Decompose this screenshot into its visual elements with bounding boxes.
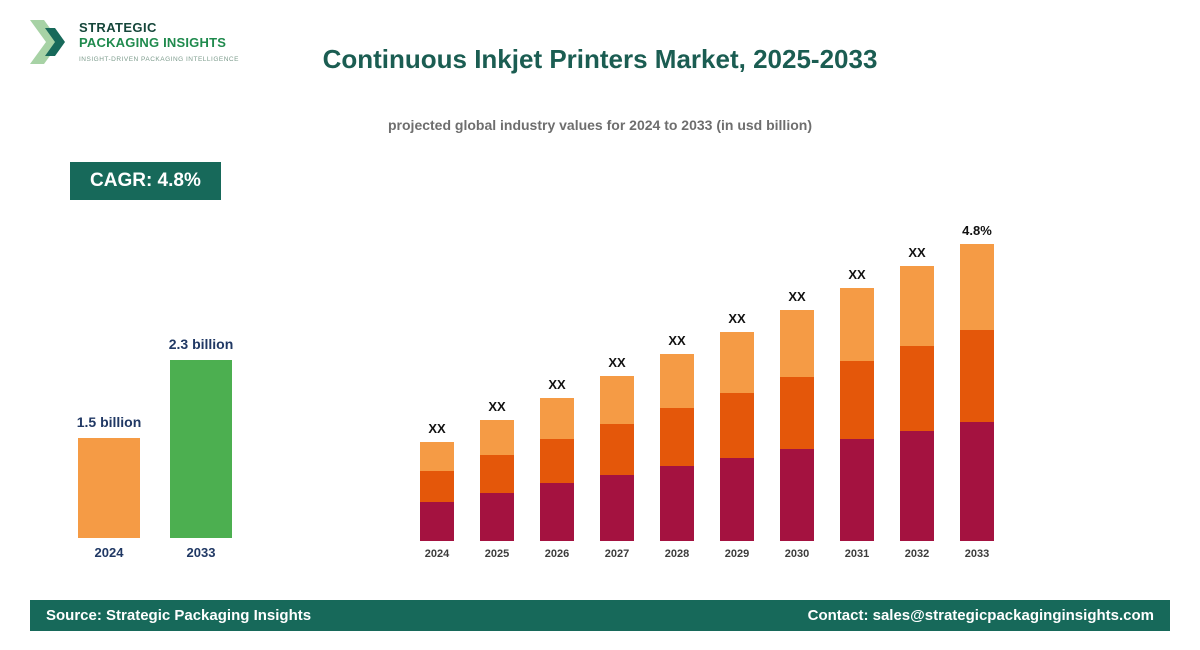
bar-segment-bottom (780, 449, 814, 541)
stacked-bar-column: XX 2028 (660, 333, 694, 560)
bar-segment-bottom (900, 431, 934, 541)
bar-segment-middle (840, 361, 874, 439)
bar-annotation: XX (428, 421, 446, 436)
page-title: Continuous Inkjet Printers Market, 2025-… (322, 44, 878, 74)
stacked-bar-column: XX 2025 (480, 399, 514, 560)
stacked-bar-column: XX 2024 (420, 421, 454, 560)
bar-annotation: 4.8% (962, 223, 992, 238)
bar-year-label: 2030 (784, 548, 810, 560)
mini-value-label: 1.5 billion (76, 414, 142, 430)
footer-contact: Contact: sales@strategicpackaginginsight… (807, 607, 1154, 624)
bar-year-label: 2032 (904, 548, 930, 560)
bar-annotation: XX (848, 267, 866, 282)
stacked-bar-column: XX 2030 (780, 289, 814, 560)
mini-chart: 1.5 billion 2024 2.3 billion 2033 (76, 336, 234, 560)
cagr-badge: CAGR: 4.8% (70, 162, 221, 200)
bar-segment-top (660, 354, 694, 408)
bar-annotation: XX (728, 311, 746, 326)
mini-bar-column: 1.5 billion 2024 (76, 414, 142, 560)
chart-subtitle: projected global industry values for 202… (388, 117, 812, 133)
bar-segment-top (540, 398, 574, 439)
logo-name-line2: PACKAGING INSIGHTS (79, 34, 227, 50)
bar-year-label: 2025 (484, 548, 510, 560)
bar-stack (480, 420, 514, 541)
bar-annotation: XX (488, 399, 506, 414)
bar-year-label: 2027 (604, 548, 630, 560)
bar-segment-middle (720, 393, 754, 458)
bar-stack (720, 332, 754, 541)
mini-year-label: 2024 (94, 545, 124, 560)
stacked-bar-column: 4.8% 2033 (960, 223, 994, 560)
bar-year-label: 2029 (724, 548, 750, 560)
bar-segment-top (960, 244, 994, 330)
bar-year-label: 2033 (964, 548, 990, 560)
bar-segment-top (720, 332, 754, 393)
bar-segment-middle (480, 455, 514, 493)
bar-year-label: 2031 (844, 548, 870, 560)
bar-stack (960, 244, 994, 541)
bar-segment-bottom (720, 458, 754, 541)
bar-segment-bottom (480, 493, 514, 541)
logo-chevron-icon (30, 20, 65, 64)
stacked-bar-column: XX 2031 (840, 267, 874, 560)
bar-segment-top (420, 442, 454, 471)
mini-year-label: 2033 (186, 545, 216, 560)
bar-segment-bottom (660, 466, 694, 541)
bar-segment-middle (600, 424, 634, 475)
bar-segment-bottom (540, 483, 574, 541)
bar-stack (660, 354, 694, 541)
logo: STRATEGIC PACKAGING INSIGHTS INSIGHT-DRI… (30, 14, 239, 70)
stacked-bar-column: XX 2032 (900, 245, 934, 560)
bar-segment-bottom (960, 422, 994, 541)
mini-bar (170, 360, 232, 538)
bar-stack (840, 288, 874, 541)
bar-segment-middle (780, 377, 814, 449)
bar-annotation: XX (908, 245, 926, 260)
bar-segment-top (840, 288, 874, 361)
bar-stack (600, 376, 634, 541)
logo-name-line1: STRATEGIC (79, 19, 157, 35)
bar-segment-middle (960, 330, 994, 422)
main-chart: XX 2024 XX 2025 XX 2026 XX 2027 XX 2028 XX 2029 XX 20… (420, 223, 994, 560)
mini-bar-column: 2.3 billion 2033 (168, 336, 234, 560)
bar-year-label: 2028 (664, 548, 690, 560)
bar-segment-top (600, 376, 634, 424)
stacked-bar-column: XX 2029 (720, 311, 754, 560)
bar-annotation: XX (788, 289, 806, 304)
bar-segment-bottom (420, 502, 454, 541)
bar-annotation: XX (608, 355, 626, 370)
bar-year-label: 2024 (424, 548, 450, 560)
footer-source: Source: Strategic Packaging Insights (46, 607, 312, 624)
bar-segment-middle (540, 439, 574, 483)
bar-annotation: XX (668, 333, 686, 348)
mini-bar (78, 438, 140, 538)
bar-segment-bottom (840, 439, 874, 541)
bar-segment-middle (660, 408, 694, 466)
bar-segment-middle (420, 471, 454, 502)
stacked-bar-column: XX 2026 (540, 377, 574, 560)
stacked-bar-column: XX 2027 (600, 355, 634, 560)
mini-value-label: 2.3 billion (168, 336, 234, 352)
bar-stack (900, 266, 934, 541)
logo-tagline: INSIGHT-DRIVEN PACKAGING INTELLIGENCE (79, 55, 239, 63)
bar-stack (420, 442, 454, 541)
bar-stack (780, 310, 814, 541)
bar-segment-bottom (600, 475, 634, 541)
bar-segment-middle (900, 346, 934, 431)
bar-segment-top (480, 420, 514, 455)
bar-stack (540, 398, 574, 541)
bar-year-label: 2026 (544, 548, 570, 560)
bar-segment-top (900, 266, 934, 346)
bar-annotation: XX (548, 377, 566, 392)
footer-bar: Source: Strategic Packaging Insights Con… (30, 600, 1170, 631)
bar-segment-top (780, 310, 814, 377)
